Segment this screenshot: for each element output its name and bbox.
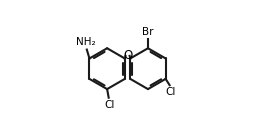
Text: O: O <box>123 49 132 62</box>
Text: NH₂: NH₂ <box>77 37 96 47</box>
Text: Cl: Cl <box>165 87 176 98</box>
Text: Br: Br <box>142 27 154 37</box>
Text: Cl: Cl <box>104 100 114 110</box>
